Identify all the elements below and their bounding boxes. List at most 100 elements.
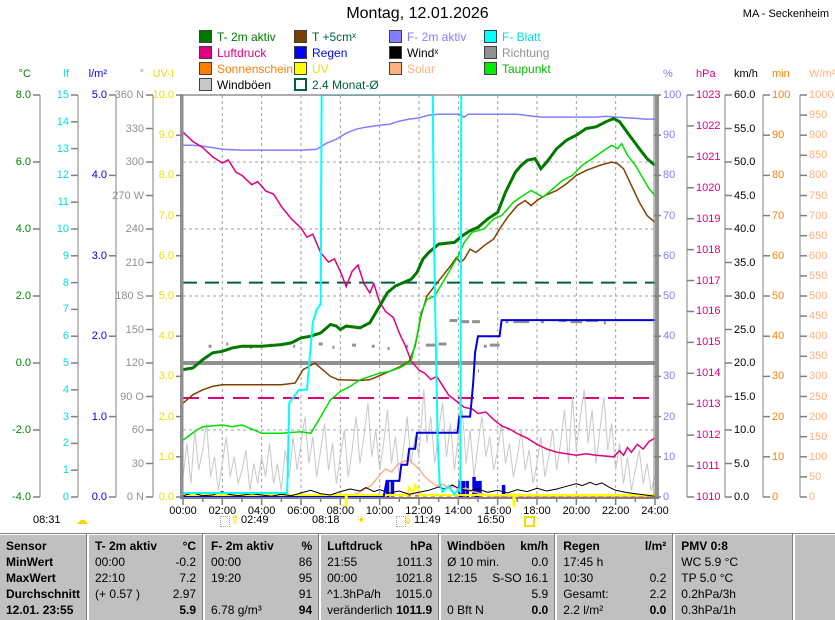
table-header-row bbox=[795, 538, 835, 554]
table-header-unit: °C bbox=[182, 539, 197, 553]
station-name: MA - Seckenheim bbox=[742, 8, 829, 20]
table-cell-value: 5.9 bbox=[531, 587, 549, 601]
axis-unit-header: UV-I bbox=[152, 68, 174, 80]
axis-tick-label: 40 bbox=[663, 330, 676, 343]
axis-tick-label: 3 bbox=[62, 410, 69, 423]
table-row: 0.3hPa/1h bbox=[675, 602, 792, 618]
table-header-row: Sensor bbox=[0, 538, 86, 554]
legend-item-sonnenschein[interactable]: Sonnenschein bbox=[199, 62, 293, 75]
axis-tick-label: 7.0 bbox=[158, 209, 174, 222]
time-label: 24:00 bbox=[641, 505, 669, 517]
axis-tick-label: 0 N bbox=[126, 491, 144, 503]
axis-tick-label: 0 bbox=[809, 491, 816, 503]
table-cell-value: 5.9 bbox=[179, 603, 197, 617]
axis-tick-label: 4 bbox=[62, 383, 69, 396]
table-row: 12.01. 23:55 bbox=[0, 602, 86, 618]
axis-tick-label: 1 bbox=[62, 464, 69, 477]
sun-event-time: 11:49 bbox=[414, 514, 441, 526]
axis-tick-label: 14 bbox=[56, 115, 69, 128]
axis-tick-label: 1010 bbox=[696, 491, 721, 503]
table-header-name: Regen bbox=[563, 539, 600, 553]
legend-label: Regen bbox=[312, 46, 348, 60]
table-cell-label: 21:55 bbox=[327, 555, 358, 569]
rain-rate-bar bbox=[478, 480, 482, 497]
axis-tick-label: 0 bbox=[62, 491, 69, 503]
table-cell-label: ^1.3hPa/h bbox=[327, 587, 381, 601]
sensor-summary-table: Sensor MinWert MaxWert Durchschnitt 12.01. 2… bbox=[0, 533, 835, 620]
axis-tick-label: 1017 bbox=[696, 274, 721, 287]
axis-tick-label: 2.0 bbox=[15, 290, 31, 302]
axis-unit-header: lf bbox=[63, 68, 70, 80]
axis-tick-label: 120 bbox=[125, 357, 144, 369]
legend-item-wind-[interactable]: Windˣ bbox=[389, 46, 438, 59]
table-row: 0 Bft N 0.0 bbox=[441, 602, 554, 618]
legend-item-luftdruck[interactable]: Luftdruck bbox=[199, 46, 266, 59]
series-windboeen bbox=[183, 389, 655, 491]
axis-tick-label: 50 bbox=[772, 290, 785, 302]
table-cell-value: S-SO 16.1 bbox=[492, 571, 549, 585]
axis-tick-label: -4.0 bbox=[12, 491, 31, 503]
axis-tick-label: 1014 bbox=[696, 367, 721, 380]
legend-item-richtung[interactable]: Richtung bbox=[484, 46, 549, 59]
axis-unit-header: km/h bbox=[734, 68, 758, 80]
table-cell-label: WC 5.9 °C bbox=[681, 555, 739, 569]
legend-item-taupunkt[interactable]: Taupunkt bbox=[484, 62, 551, 76]
legend-item-t-2m-aktiv[interactable]: T- 2m aktiv bbox=[199, 30, 276, 43]
table-cell-value: 7.2 bbox=[179, 571, 197, 585]
table-cell-label: 0.3hPa/1h bbox=[681, 603, 736, 617]
table-row: 5.9 bbox=[441, 586, 554, 602]
table-row: 21:55 1011.3 bbox=[321, 554, 438, 570]
sun-event-time: 08:18 bbox=[312, 514, 340, 526]
axis-tick-label: 800 bbox=[809, 169, 828, 182]
table-header-name: Luftdruck bbox=[327, 539, 383, 553]
axis-tick-label: 9 bbox=[62, 249, 69, 262]
table-header-row: Windböen km/h bbox=[441, 538, 554, 554]
table-cell-value: 95 bbox=[298, 571, 313, 585]
table-row bbox=[795, 586, 835, 602]
axis-unit-header: ° bbox=[139, 68, 144, 80]
axis-tick-label: 500 bbox=[809, 290, 828, 302]
legend-item-f-2m-aktiv[interactable]: F- 2m aktiv bbox=[389, 30, 466, 43]
axis-tick-label: 650 bbox=[809, 229, 828, 242]
series-taupunkt bbox=[183, 142, 655, 441]
axis-tick-label: 80 bbox=[663, 169, 676, 182]
table-column-divider bbox=[672, 534, 676, 620]
legend-item-t-5cm-[interactable]: T +5cmˣ bbox=[294, 30, 356, 43]
axis-unit-header: hPa bbox=[696, 68, 716, 80]
table-row bbox=[795, 570, 835, 586]
table-cell-label: TP 5.0 °C bbox=[681, 571, 734, 585]
table-column-divider bbox=[202, 534, 206, 620]
axis-tick-label: 10.0 bbox=[734, 424, 756, 436]
time-label: 14:00 bbox=[444, 505, 473, 517]
legend-item-solar[interactable]: Solar bbox=[389, 62, 435, 75]
table-cell-label: 00:00 bbox=[327, 571, 358, 585]
time-label: 12:00 bbox=[405, 505, 433, 517]
rain-rate-bar bbox=[501, 484, 506, 497]
legend-swatch-icon bbox=[484, 46, 497, 59]
table-cell-label: 17:45 h bbox=[563, 555, 604, 569]
time-label: 00:00 bbox=[169, 505, 197, 517]
axis-tick-label: 300 bbox=[809, 370, 828, 383]
legend-item-f-blatt[interactable]: F- Blatt bbox=[484, 30, 541, 43]
axis-tick-label: 15 bbox=[56, 89, 69, 101]
legend-label: Taupunkt bbox=[502, 62, 551, 76]
axis-tick-label: 0.0 bbox=[91, 491, 107, 503]
table-header-unit: hPa bbox=[410, 539, 433, 553]
table-header-row: PMV 0:8 bbox=[675, 538, 792, 554]
axis-tick-label: 270 W bbox=[112, 189, 144, 202]
series-t5cm bbox=[183, 161, 655, 404]
table-header-row: T- 2m aktiv °C bbox=[89, 538, 202, 554]
table-row: 6.78 g/m³ 94 bbox=[205, 602, 318, 618]
table-row: 2.2 l/m² 0.0 bbox=[557, 602, 672, 618]
axis-tick-label: 1016 bbox=[696, 305, 721, 318]
table-column-sensor: Sensor MinWert MaxWert Durchschnitt 12.01. 2… bbox=[0, 534, 86, 620]
legend-item-windb-en[interactable]: Windböen bbox=[199, 78, 271, 91]
axis-tick-label: 11 bbox=[57, 196, 69, 209]
sun-event-time: 16:50 bbox=[477, 514, 505, 526]
legend-item-regen[interactable]: Regen bbox=[294, 46, 348, 60]
legend-item-uv[interactable]: UV bbox=[294, 62, 329, 75]
axis-tick-label: 150 bbox=[809, 430, 828, 443]
legend-item-2-4-monat-[interactable]: 2.4 Monat-Ø bbox=[294, 78, 379, 91]
table-column-divider bbox=[792, 534, 796, 620]
